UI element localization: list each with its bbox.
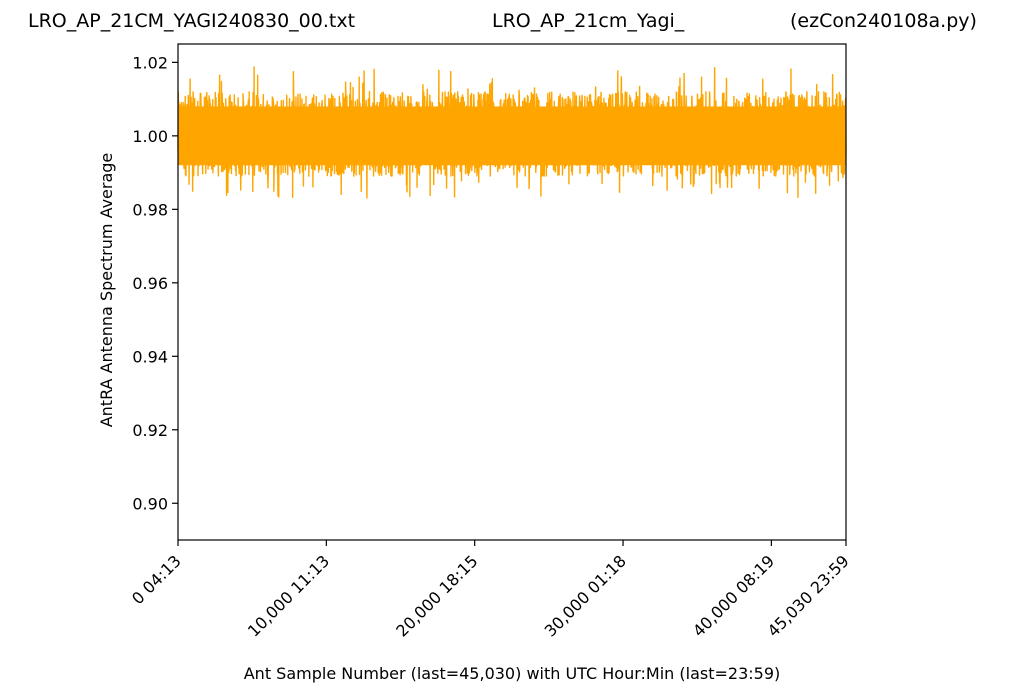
y-tick-label: 0.98 [132,200,168,219]
x-axis-label: Ant Sample Number (last=45,030) with UTC… [244,664,781,683]
x-tick-label: 0 04:13 [128,551,185,608]
y-tick-label: 0.94 [132,347,168,366]
y-axis-label: AntRA Antenna Spectrum Average [97,153,116,428]
x-tick-label: 20,000 18:15 [392,551,481,640]
chart-title-script: (ezCon240108a.py) [790,10,977,32]
plot-frame [177,43,847,541]
series-line [177,66,847,199]
y-tick-label: 1.02 [132,53,168,72]
x-tick-label: 30,000 01:18 [541,551,630,640]
y-tick-label: 1.00 [132,127,168,146]
chart-title-filename: LRO_AP_21CM_YAGI240830_00.txt [28,10,356,32]
y-tick-label: 0.96 [132,274,168,293]
y-axis: 0.90 0.92 0.94 0.96 0.98 1.00 1.02 [132,53,178,513]
y-tick-label: 0.92 [132,421,168,440]
y-tick-label: 0.90 [132,494,168,513]
x-tick-label: 10,000 11:13 [244,551,333,640]
chart-title-station: LRO_AP_21cm_Yagi_ [492,10,685,32]
series-layer [177,66,847,199]
x-axis: 0 04:13 10,000 11:13 20,000 18:15 30,000 01… [128,540,853,641]
